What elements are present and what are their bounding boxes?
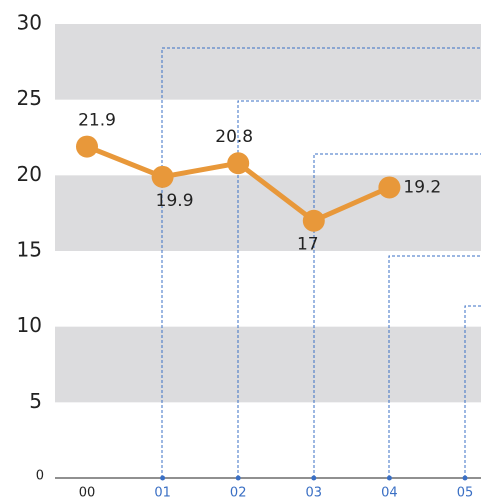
y-tick-label: 30 [17,11,42,35]
connector [161,47,481,478]
connector [313,153,481,478]
x-tick-dot [462,475,468,481]
y-tick-label: 10 [17,313,42,337]
data-label: 19.9 [156,191,194,211]
data-label: 21.9 [78,111,116,131]
x-tick-label: 05 [457,486,474,501]
y-tick-label: 20 [17,162,42,186]
x-tick-label: 01 [154,486,171,501]
x-tick-label: 04 [381,486,398,501]
grid-band [55,24,481,100]
x-tick-label: 00 [79,486,96,501]
data-label: 19.2 [403,177,441,197]
data-point [378,176,401,199]
x-tick-dot [235,475,241,481]
data-point [302,209,325,232]
connector-lines [161,47,481,478]
y-tick-label: 0 [36,469,44,484]
x-tick-label: 03 [306,486,323,501]
y-tick-label: 25 [17,86,42,110]
connector [237,100,481,478]
x-tick-dot [311,475,317,481]
y-tick-label: 15 [17,238,42,262]
data-point [151,165,174,188]
data-label: 17 [297,235,319,255]
grid-band [55,326,481,403]
data-point [76,135,98,158]
connector [464,305,481,478]
data-label: 20.8 [215,127,253,147]
y-tick-label: 5 [29,389,42,413]
x-tick-dot [160,475,166,481]
x-tick-label: 02 [230,486,247,501]
data-point [227,152,250,175]
connector [388,255,481,478]
x-tick-dot [386,475,392,481]
